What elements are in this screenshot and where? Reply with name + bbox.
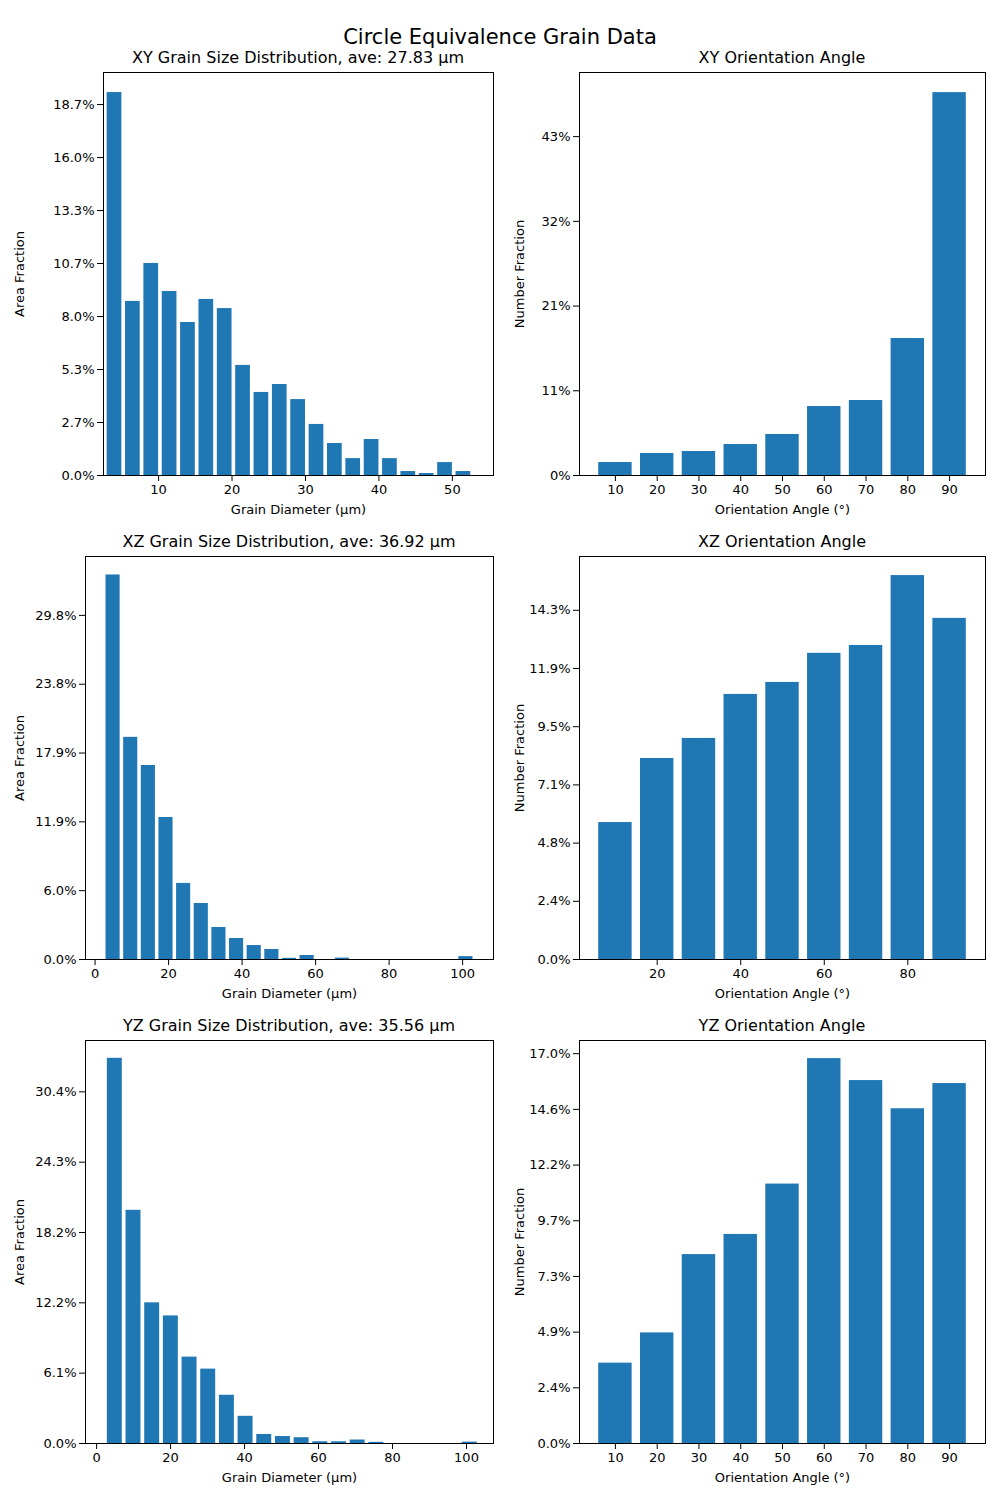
svg-text:10: 10 bbox=[150, 482, 167, 497]
svg-text:80: 80 bbox=[900, 482, 917, 497]
svg-text:30: 30 bbox=[691, 1450, 708, 1465]
svg-text:4.9%: 4.9% bbox=[537, 1324, 570, 1339]
svg-text:18.7%: 18.7% bbox=[53, 97, 94, 112]
svg-text:60: 60 bbox=[307, 966, 324, 981]
svg-text:80: 80 bbox=[384, 1450, 401, 1465]
svg-text:80: 80 bbox=[381, 966, 398, 981]
svg-text:8.0%: 8.0% bbox=[61, 309, 94, 324]
svg-text:12.2%: 12.2% bbox=[35, 1295, 76, 1310]
svg-text:21%: 21% bbox=[542, 298, 571, 313]
svg-text:20: 20 bbox=[649, 966, 666, 981]
svg-text:14.3%: 14.3% bbox=[529, 602, 570, 617]
svg-text:18.2%: 18.2% bbox=[35, 1225, 76, 1240]
svg-text:11.9%: 11.9% bbox=[529, 661, 570, 676]
svg-text:Grain Diameter (µm): Grain Diameter (µm) bbox=[222, 1470, 357, 1485]
svg-text:Area Fraction: Area Fraction bbox=[12, 1199, 27, 1285]
svg-text:4.8%: 4.8% bbox=[537, 835, 570, 850]
svg-text:0.0%: 0.0% bbox=[43, 952, 76, 967]
svg-text:Area Fraction: Area Fraction bbox=[12, 715, 27, 801]
svg-text:0.0%: 0.0% bbox=[537, 1436, 570, 1451]
svg-text:Number Fraction: Number Fraction bbox=[512, 220, 527, 328]
svg-text:Orientation Angle (°): Orientation Angle (°) bbox=[715, 986, 850, 1001]
html-text:Circle Equivalence Grain Data: Circle Equivalence Grain Data bbox=[343, 25, 657, 49]
svg-text:14.6%: 14.6% bbox=[529, 1102, 570, 1117]
svg-text:12.2%: 12.2% bbox=[529, 1157, 570, 1172]
svg-text:0.0%: 0.0% bbox=[537, 952, 570, 967]
svg-text:40: 40 bbox=[236, 1450, 253, 1465]
svg-text:13.3%: 13.3% bbox=[53, 203, 94, 218]
svg-text:30.4%: 30.4% bbox=[35, 1084, 76, 1099]
svg-text:24.3%: 24.3% bbox=[35, 1154, 76, 1169]
html-text:YZ Grain Size Distribution, av: YZ Grain Size Distribution, ave: 35.56 µ… bbox=[123, 1016, 455, 1035]
svg-text:40: 40 bbox=[371, 482, 388, 497]
svg-text:20: 20 bbox=[160, 966, 177, 981]
svg-text:23.8%: 23.8% bbox=[35, 676, 76, 691]
svg-text:30: 30 bbox=[691, 482, 708, 497]
svg-text:Area Fraction: Area Fraction bbox=[12, 231, 27, 317]
svg-text:50: 50 bbox=[774, 482, 791, 497]
svg-text:0%: 0% bbox=[550, 468, 571, 483]
svg-text:6.0%: 6.0% bbox=[43, 883, 76, 898]
svg-text:80: 80 bbox=[900, 966, 917, 981]
svg-text:100: 100 bbox=[450, 966, 475, 981]
svg-text:20: 20 bbox=[649, 482, 666, 497]
svg-text:7.1%: 7.1% bbox=[537, 777, 570, 792]
svg-text:0: 0 bbox=[91, 966, 99, 981]
svg-text:2.4%: 2.4% bbox=[537, 1380, 570, 1395]
svg-text:20: 20 bbox=[162, 1450, 179, 1465]
html-text:XZ Grain Size Distribution, av: XZ Grain Size Distribution, ave: 36.92 µ… bbox=[122, 532, 456, 551]
svg-text:70: 70 bbox=[858, 1450, 875, 1465]
svg-text:40: 40 bbox=[234, 966, 251, 981]
svg-text:Number Fraction: Number Fraction bbox=[512, 704, 527, 812]
svg-text:17.9%: 17.9% bbox=[35, 745, 76, 760]
svg-text:7.3%: 7.3% bbox=[537, 1269, 570, 1284]
svg-text:50: 50 bbox=[774, 1450, 791, 1465]
svg-text:60: 60 bbox=[816, 1450, 833, 1465]
svg-text:50: 50 bbox=[444, 482, 461, 497]
svg-text:40: 40 bbox=[732, 1450, 749, 1465]
svg-text:32%: 32% bbox=[542, 214, 571, 229]
svg-text:40: 40 bbox=[732, 966, 749, 981]
svg-text:Orientation Angle (°): Orientation Angle (°) bbox=[715, 1470, 850, 1485]
html-text:XY Grain Size Distribution, av: XY Grain Size Distribution, ave: 27.83 µ… bbox=[132, 48, 464, 67]
html-text:YZ Orientation Angle: YZ Orientation Angle bbox=[698, 1016, 866, 1035]
svg-text:60: 60 bbox=[310, 1450, 327, 1465]
svg-text:Orientation Angle (°): Orientation Angle (°) bbox=[715, 502, 850, 517]
svg-text:17.0%: 17.0% bbox=[529, 1046, 570, 1061]
html-text:XY Orientation Angle: XY Orientation Angle bbox=[698, 48, 866, 67]
svg-text:0.0%: 0.0% bbox=[43, 1436, 76, 1451]
svg-text:20: 20 bbox=[649, 1450, 666, 1465]
svg-text:80: 80 bbox=[900, 1450, 917, 1465]
html-text:XZ Orientation Angle: XZ Orientation Angle bbox=[698, 532, 866, 551]
svg-text:70: 70 bbox=[858, 482, 875, 497]
svg-text:10: 10 bbox=[607, 1450, 624, 1465]
svg-text:40: 40 bbox=[732, 482, 749, 497]
svg-text:43%: 43% bbox=[542, 129, 571, 144]
svg-text:6.1%: 6.1% bbox=[43, 1365, 76, 1380]
svg-text:2.4%: 2.4% bbox=[537, 893, 570, 908]
svg-text:16.0%: 16.0% bbox=[53, 150, 94, 165]
svg-text:9.5%: 9.5% bbox=[537, 719, 570, 734]
svg-text:Grain Diameter (µm): Grain Diameter (µm) bbox=[231, 502, 366, 517]
svg-text:10.7%: 10.7% bbox=[53, 256, 94, 271]
svg-text:9.7%: 9.7% bbox=[537, 1213, 570, 1228]
svg-text:60: 60 bbox=[816, 482, 833, 497]
svg-text:100: 100 bbox=[454, 1450, 479, 1465]
svg-text:2.7%: 2.7% bbox=[61, 415, 94, 430]
svg-text:11%: 11% bbox=[542, 383, 571, 398]
svg-text:29.8%: 29.8% bbox=[35, 608, 76, 623]
svg-text:60: 60 bbox=[816, 966, 833, 981]
svg-text:10: 10 bbox=[607, 482, 624, 497]
svg-text:5.3%: 5.3% bbox=[61, 362, 94, 377]
svg-text:90: 90 bbox=[941, 1450, 958, 1465]
svg-text:11.9%: 11.9% bbox=[35, 814, 76, 829]
svg-text:20: 20 bbox=[224, 482, 241, 497]
svg-text:Grain Diameter (µm): Grain Diameter (µm) bbox=[222, 986, 357, 1001]
svg-text:90: 90 bbox=[941, 482, 958, 497]
svg-text:30: 30 bbox=[297, 482, 314, 497]
svg-text:0.0%: 0.0% bbox=[61, 468, 94, 483]
svg-text:Number Fraction: Number Fraction bbox=[512, 1188, 527, 1296]
svg-text:0: 0 bbox=[92, 1450, 100, 1465]
